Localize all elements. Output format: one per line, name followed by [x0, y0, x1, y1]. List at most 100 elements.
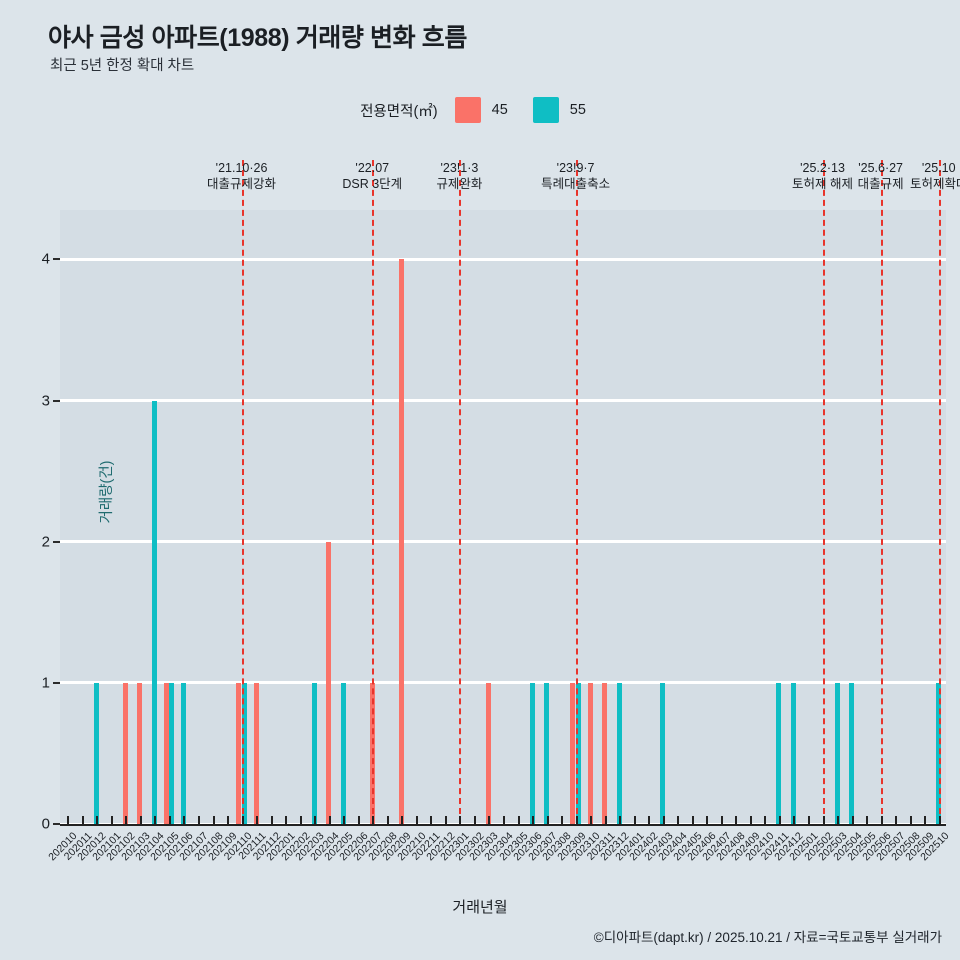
legend-swatch-45[interactable]	[454, 97, 481, 123]
x-tick-202506	[880, 816, 883, 824]
event-text-202506: 대출규제	[857, 177, 904, 191]
bar-202312-55[interactable]	[616, 682, 622, 824]
bar-202204-45[interactable]	[326, 541, 332, 824]
x-axis-title: 거래년월	[452, 899, 508, 916]
x-tick-202108	[212, 816, 215, 824]
x-tick-202102	[125, 816, 128, 824]
x-tick-202104	[154, 816, 157, 824]
bar-202403-55[interactable]	[660, 682, 666, 824]
plot-area: 거래량(건) 0 1 2 3 4	[42, 160, 946, 833]
x-tick-202305	[517, 816, 520, 824]
chart-title: 야사 금성 아파트(1988) 거래량 변화 흐름	[48, 24, 467, 52]
event-date-202510: '25.10	[921, 161, 956, 175]
bar-202307-55[interactable]	[544, 682, 550, 824]
x-tick-202402	[648, 816, 651, 824]
x-tick-202109	[227, 816, 230, 824]
bar-202412-55[interactable]	[790, 682, 796, 824]
x-tick-202212	[444, 816, 447, 824]
y-tick-label-3: 3	[41, 392, 50, 410]
bar-202203-55[interactable]	[311, 682, 317, 824]
bar-202105-45[interactable]	[163, 682, 169, 824]
bar-202205-55[interactable]	[340, 682, 346, 824]
event-label-202309: '23!9·7 특례대출축소	[541, 160, 610, 192]
plot-background	[60, 210, 946, 824]
bar-202306-55[interactable]	[529, 682, 535, 824]
x-tick-202408	[735, 816, 738, 824]
x-tick-202304	[503, 816, 505, 824]
x-tick-202012	[96, 816, 99, 824]
x-tick-202312	[619, 816, 622, 824]
event-text-202207: DSR 3단계	[342, 177, 403, 191]
gridline-y-4	[60, 257, 946, 261]
x-tick-202101	[110, 816, 113, 824]
bar-202102-45[interactable]	[122, 682, 128, 824]
bar-202311-45[interactable]	[602, 682, 608, 824]
x-tick-202105	[168, 816, 171, 824]
event-date-202506: '25.6·27	[858, 161, 904, 175]
x-tick-202204	[328, 816, 331, 824]
bar-202111-45[interactable]	[253, 682, 259, 824]
x-tick-202211	[430, 816, 433, 824]
x-tick-202505	[866, 816, 869, 824]
y-tick-label-4: 4	[41, 250, 50, 268]
x-tick-202302	[473, 816, 476, 824]
x-tick-202502	[822, 816, 825, 824]
x-tick-202207	[372, 816, 375, 824]
bar-202110-45[interactable]	[236, 682, 242, 824]
chart-subtitle: 최근 5년 한정 확대 차트	[50, 58, 195, 74]
x-tick-202201	[285, 816, 288, 824]
x-tick-202411	[778, 816, 781, 824]
legend-title: 전용면적(㎡)	[360, 103, 438, 120]
x-tick-202110	[241, 816, 244, 824]
x-tick-202409	[749, 816, 752, 824]
bar-202303-45[interactable]	[485, 682, 491, 824]
event-date-202301: '23!1·3	[440, 161, 479, 175]
bar-202209-45[interactable]	[398, 259, 404, 824]
legend-swatch-55[interactable]	[532, 97, 559, 123]
x-tick-202401	[633, 816, 636, 824]
event-line-202506	[880, 160, 883, 824]
event-text-202309: 특례대출축소	[541, 177, 611, 191]
x-tick-202011	[81, 816, 84, 824]
y-tick-label-1: 1	[41, 674, 50, 692]
event-text-202301: 규제완화	[436, 177, 483, 191]
x-tick-202403	[662, 816, 665, 824]
x-axis: 202010 202011 202012 202101 202102 202103 2021…	[46, 816, 951, 944]
bar-202309-55[interactable]	[575, 682, 581, 824]
bar-202106-55[interactable]	[180, 682, 186, 824]
x-tick-202308	[561, 816, 564, 824]
x-tick-202303	[488, 816, 491, 824]
bar-202110-55[interactable]	[241, 682, 247, 824]
bar-202309-45[interactable]	[570, 682, 576, 824]
bar-202503-55[interactable]	[834, 682, 840, 824]
event-date-202110: '21.10·26	[215, 161, 268, 175]
bar-202411-55[interactable]	[776, 682, 782, 824]
event-line-202309	[575, 160, 578, 824]
x-tick-202206	[357, 816, 360, 824]
x-tick-202208	[386, 816, 389, 824]
event-text-202502: 토허제 해제	[792, 177, 854, 191]
x-tick-202412	[793, 816, 796, 824]
x-tick-202504	[851, 816, 854, 824]
x-tick-202205	[343, 816, 346, 824]
event-label-202506: '25.6·27 대출규제	[858, 160, 904, 192]
bar-202104-55[interactable]	[151, 400, 157, 824]
x-tick-202307	[546, 816, 549, 824]
x-tick-202503	[837, 816, 840, 824]
bar-202103-45[interactable]	[137, 682, 143, 824]
gridline-y-1	[60, 681, 946, 685]
bar-202310-45[interactable]	[587, 682, 593, 824]
x-tick-202501	[808, 816, 811, 824]
bar-202012-55[interactable]	[93, 682, 99, 824]
event-label-202510: '25.10 토허제확대	[910, 160, 960, 192]
y-axis-label: 거래량(건)	[99, 460, 116, 524]
x-tick-202010	[67, 816, 70, 824]
x-tick-202510	[938, 816, 941, 824]
y-tick-label-2: 2	[41, 533, 50, 551]
footer-credit: ©디아파트(dapt.kr) / 2025.10.21 / 자료=국토교통부 실…	[593, 930, 942, 945]
bar-202504-55[interactable]	[849, 682, 855, 824]
x-tick-202406	[706, 816, 709, 824]
bar-202105-55[interactable]	[169, 682, 175, 824]
y-tick-mark-0	[53, 823, 60, 825]
